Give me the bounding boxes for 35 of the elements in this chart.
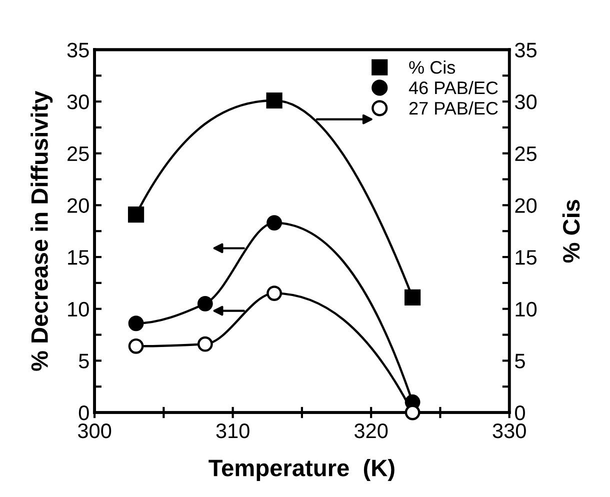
y2-tick-label: 20 [515,198,537,213]
legend-label: 46 PAB/EC [408,80,498,94]
point [197,336,213,352]
x-tick-label: 320 [354,423,388,438]
y2-tick-label: 25 [515,146,537,162]
point [128,206,144,223]
point [266,286,282,302]
y2-tick-label: 10 [516,302,537,317]
x-tick-label: 300 [78,423,112,438]
point [266,92,282,109]
y-tick-label: 15 [68,250,89,265]
y2-tick-label: 15 [516,250,537,265]
y2-tick-label: 0 [515,406,525,420]
y2-tick-label: 35 [515,42,537,58]
x-axis-title: Temperature (K) [208,459,394,482]
y-tick-label: 30 [67,94,89,110]
y2-axis-title: % Cis [562,200,580,263]
point [266,215,282,231]
y-tick-label: 25 [68,146,89,162]
y-axis-title: % Decrease in Diffusivity [30,90,53,371]
y-tick-label: 0 [78,406,89,420]
point [197,296,213,312]
y2-tick-label: 5 [515,354,525,368]
y-tick-label: 5 [78,354,89,368]
y-tick-label: 10 [68,302,89,317]
y-tick-label: 35 [67,42,89,58]
legend-label: 27 PAB/EC [409,101,498,115]
point [404,289,421,306]
x-tick-label: 310 [216,423,250,438]
point [128,338,144,354]
legend-label: % Cis [409,60,456,74]
point [128,316,144,332]
y-tick-label: 20 [68,198,89,213]
x-tick-label: 330 [492,423,526,438]
y2-tick-label: 30 [515,94,537,110]
